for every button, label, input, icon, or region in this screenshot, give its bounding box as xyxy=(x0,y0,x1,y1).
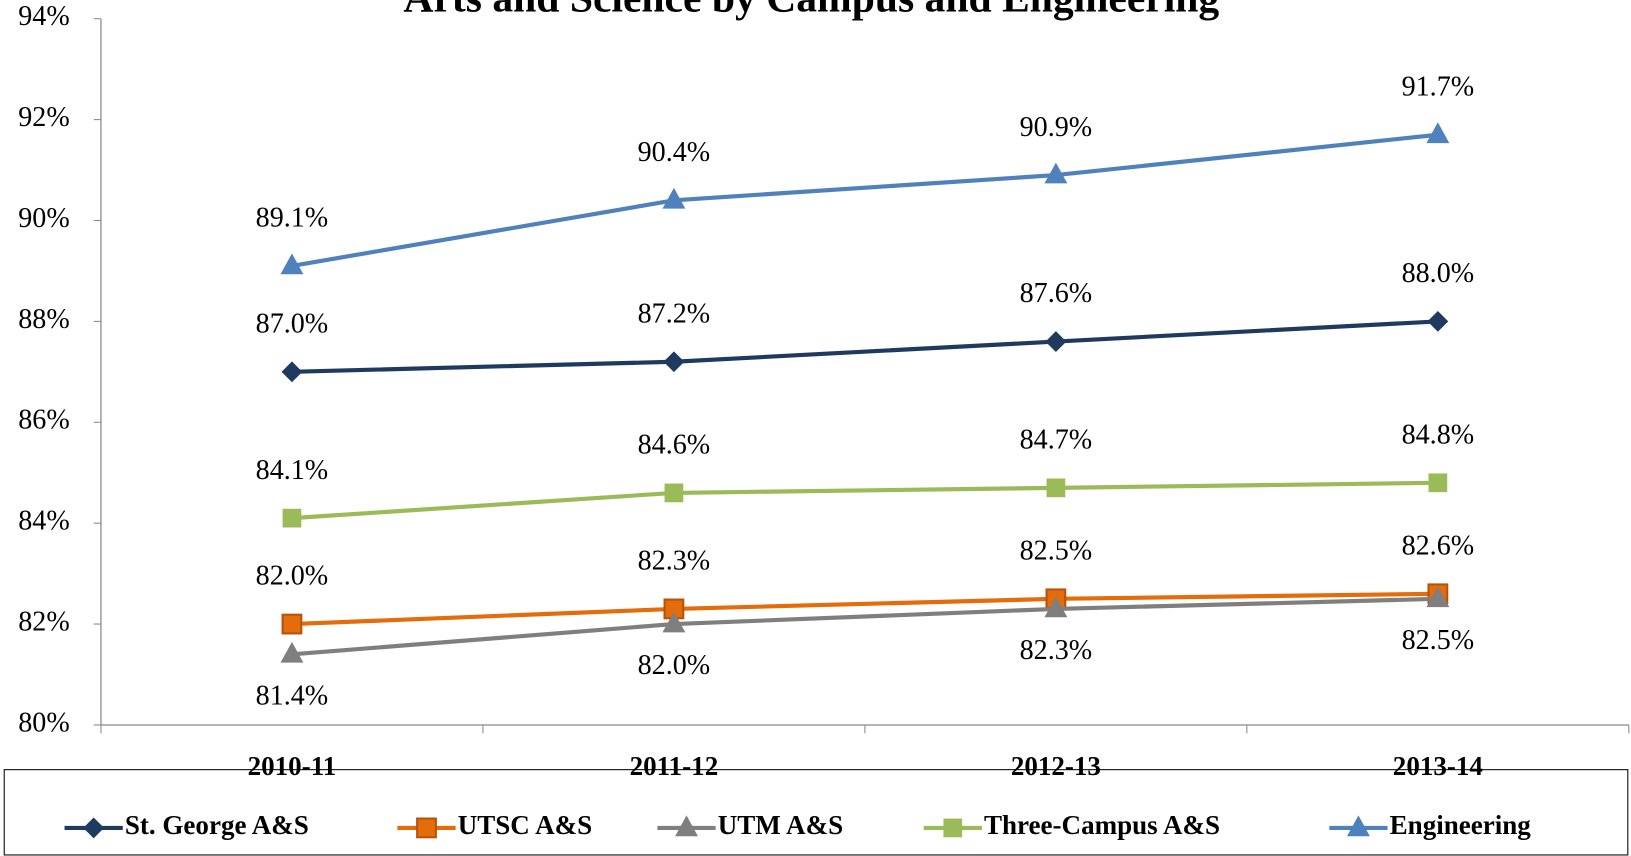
y-tick-label: 84% xyxy=(18,506,69,537)
legend-marker xyxy=(1346,815,1370,837)
data-label: 84.6% xyxy=(638,430,711,461)
y-tick-label: 90% xyxy=(18,203,69,234)
legend-label: UTM A&S xyxy=(718,810,843,840)
data-label: 90.4% xyxy=(638,137,711,168)
legend-label: UTSC A&S xyxy=(458,810,592,840)
legend-marker xyxy=(83,817,105,839)
legend-label: Three-Campus A&S xyxy=(984,810,1220,840)
data-label: 89.1% xyxy=(256,203,329,234)
data-label: 88.0% xyxy=(1402,258,1475,289)
legend-label: Engineering xyxy=(1390,810,1532,840)
data-point xyxy=(662,611,686,633)
data-point xyxy=(280,253,304,275)
legend-label: St. George A&S xyxy=(125,810,309,840)
data-point xyxy=(280,641,304,663)
y-tick-label: 92% xyxy=(18,102,69,133)
data-label: 90.9% xyxy=(1020,112,1093,143)
data-label: 82.3% xyxy=(1020,635,1093,666)
data-point xyxy=(1044,596,1068,618)
data-point xyxy=(1046,478,1066,498)
x-tick-label: 2010-11 xyxy=(248,751,337,781)
y-tick-label: 80% xyxy=(18,707,69,738)
data-label: 84.7% xyxy=(1020,425,1093,456)
series-line xyxy=(291,132,1439,268)
x-tick-label: 2011-12 xyxy=(630,751,719,781)
data-point xyxy=(1427,310,1449,332)
y-tick-label: 82% xyxy=(18,606,69,637)
data-label: 87.0% xyxy=(256,309,329,340)
y-tick-label: 86% xyxy=(18,405,69,436)
data-label: 82.3% xyxy=(638,546,711,577)
data-label: 82.5% xyxy=(1020,536,1093,567)
data-label: 82.5% xyxy=(1402,625,1475,656)
data-point xyxy=(663,351,685,373)
data-label: 84.8% xyxy=(1402,419,1475,450)
x-tick-label: 2012-13 xyxy=(1011,751,1101,781)
data-label: 87.6% xyxy=(1020,278,1093,309)
data-label: 81.4% xyxy=(256,680,329,711)
data-point xyxy=(1428,473,1448,493)
data-point xyxy=(282,508,302,528)
legend-box xyxy=(3,769,1629,856)
data-point xyxy=(664,483,684,503)
data-point xyxy=(1426,122,1450,144)
data-point xyxy=(281,361,303,383)
series-line xyxy=(291,596,1438,657)
legend-marker xyxy=(943,818,963,838)
y-tick-label: 94% xyxy=(18,1,69,32)
series-line xyxy=(291,480,1438,521)
data-point xyxy=(281,613,303,635)
series-line xyxy=(291,319,1438,374)
data-point xyxy=(1045,331,1067,352)
data-point xyxy=(1426,586,1450,608)
data-label: 84.1% xyxy=(256,455,329,486)
data-label: 87.2% xyxy=(638,298,711,329)
data-label: 91.7% xyxy=(1402,71,1475,102)
chart-title: Arts and Science by Campus and Engineeri… xyxy=(403,0,1219,21)
data-label: 82.0% xyxy=(638,650,711,681)
data-point xyxy=(1044,162,1068,184)
data-label: 82.6% xyxy=(1402,530,1475,561)
legend-marker xyxy=(416,817,437,839)
y-tick-label: 88% xyxy=(18,304,69,335)
legend-marker xyxy=(675,815,698,837)
data-label: 82.0% xyxy=(256,561,329,592)
series-line xyxy=(291,591,1438,627)
x-tick-label: 2013-14 xyxy=(1393,751,1484,781)
data-point xyxy=(662,187,686,209)
